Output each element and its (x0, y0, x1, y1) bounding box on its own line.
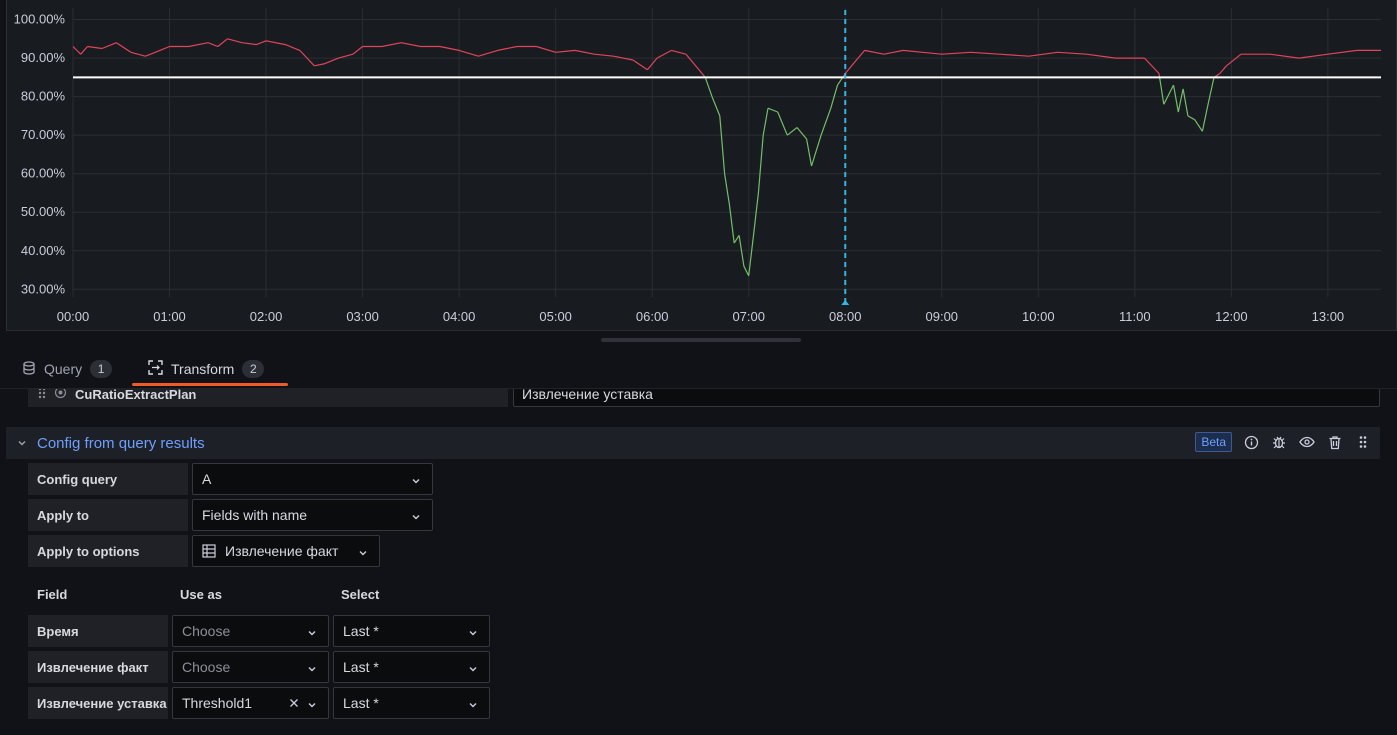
x-tick-label: 08:00 (829, 309, 862, 324)
tab-transform-count: 2 (242, 360, 265, 378)
chevron-down-icon (467, 626, 479, 642)
previous-mapping-row: CuRatioExtractPlan Извлечение уставка (28, 389, 1383, 407)
column-header-select: Select (341, 587, 380, 602)
transformation-title[interactable]: Config from query results (37, 434, 205, 452)
table-icon (202, 544, 216, 558)
chevron-down-icon (306, 662, 318, 678)
trash-icon[interactable] (1326, 433, 1344, 451)
x-tick-label: 07:00 (732, 309, 765, 324)
x-tick-label: 09:00 (926, 309, 959, 324)
tab-query-count: 1 (90, 360, 113, 378)
previous-field-name-cell: CuRatioExtractPlan (28, 389, 508, 407)
config-query-label: Config query (28, 463, 188, 495)
header-actions: Beta (1195, 432, 1372, 452)
y-tick-label: 100.00% (14, 12, 66, 27)
use-as-select[interactable]: Threshold1 (172, 687, 329, 719)
bug-icon[interactable] (1270, 433, 1288, 451)
tab-query-label: Query (44, 361, 83, 377)
mapping-row-field: Время (28, 615, 168, 647)
x-tick-label: 02:00 (250, 309, 283, 324)
use-as-select[interactable]: Choose (172, 615, 329, 647)
tab-query[interactable]: Query 1 (22, 349, 113, 389)
use-as-select[interactable]: Choose (172, 651, 329, 683)
active-tab-indicator (132, 383, 288, 386)
tab-transform[interactable]: Transform 2 (148, 349, 265, 389)
chevron-down-icon (410, 474, 422, 490)
reducer-select[interactable]: Last * (333, 651, 490, 683)
x-tick-label: 04:00 (443, 309, 476, 324)
apply-to-select[interactable]: Fields with name (192, 499, 433, 531)
apply-to-value: Fields with name (202, 507, 308, 523)
config-query-value: A (202, 471, 212, 487)
time-series-panel[interactable]: 30.00% 40.00% 50.00% 60.00% 70.00% 80.00% 90.0… (6, 0, 1397, 331)
mapping-row-field: Извлечение факт (28, 651, 168, 683)
apply-to-label: Apply to (28, 499, 188, 531)
column-header-use-as: Use as (180, 587, 222, 602)
reducer-value: Last * (343, 623, 379, 639)
series-line-above-threshold (72, 38, 1381, 78)
x-tick-label: 05:00 (539, 309, 572, 324)
column-header-field: Field (37, 587, 68, 602)
series-line-below-threshold (704, 77, 1215, 277)
previous-field-value-input[interactable]: Извлечение уставка (513, 389, 1380, 407)
y-tick-label: 70.00% (21, 127, 66, 142)
use-as-value: Threshold1 (182, 695, 253, 711)
x-tick-label: 11:00 (1119, 309, 1151, 324)
time-series-chart[interactable]: 30.00% 40.00% 50.00% 60.00% 70.00% 80.00% 90.0… (7, 0, 1397, 331)
tab-transform-label: Transform (171, 361, 235, 377)
reducer-select[interactable]: Last * (333, 687, 490, 719)
info-icon[interactable] (1242, 433, 1260, 451)
chevron-down-icon (306, 626, 318, 642)
reducer-value: Last * (343, 659, 379, 675)
database-icon (22, 360, 36, 378)
eye-icon[interactable] (1298, 433, 1316, 451)
chevron-down-icon[interactable] (16, 436, 28, 454)
transformation-header[interactable]: Config from query results Beta (6, 427, 1380, 459)
x-tick-label: 13:00 (1312, 309, 1345, 324)
x-tick-label: 12:00 (1215, 309, 1248, 324)
x-tick-label: 01:00 (153, 309, 186, 324)
x-tick-label: 00:00 (57, 309, 90, 324)
transform-editor: CuRatioExtractPlan Извлечение уставка Co… (0, 389, 1397, 735)
mapping-row-field: Извлечение уставка (28, 687, 168, 719)
y-tick-label: 60.00% (21, 166, 66, 181)
x-tick-label: 10:00 (1022, 309, 1055, 324)
apply-to-options-label: Apply to options (28, 535, 188, 567)
use-as-value: Choose (182, 623, 231, 639)
use-as-value: Choose (182, 659, 231, 675)
config-query-select[interactable]: A (192, 463, 433, 495)
transform-icon (148, 360, 163, 378)
drag-handle-icon[interactable] (38, 389, 46, 402)
apply-to-options-value: Извлечение факт (225, 543, 339, 559)
x-tick-label: 06:00 (636, 309, 669, 324)
chevron-down-icon (357, 546, 369, 562)
y-tick-label: 30.00% (21, 281, 66, 296)
eye-icon[interactable] (54, 389, 67, 402)
drag-handle-icon[interactable] (1354, 433, 1372, 451)
y-tick-label: 80.00% (21, 89, 66, 104)
y-tick-label: 50.00% (21, 204, 66, 219)
panel-resize-handle[interactable] (601, 338, 801, 342)
y-tick-label: 90.00% (21, 50, 66, 65)
chevron-down-icon (467, 698, 479, 714)
clear-icon[interactable] (288, 696, 300, 712)
chevron-down-icon (306, 698, 318, 714)
chevron-down-icon (410, 510, 422, 526)
reducer-select[interactable]: Last * (333, 615, 490, 647)
chevron-down-icon (467, 662, 479, 678)
cursor-marker-icon (841, 300, 850, 305)
reducer-value: Last * (343, 695, 379, 711)
apply-to-options-select[interactable]: Извлечение факт (192, 535, 380, 567)
y-tick-label: 40.00% (21, 243, 66, 258)
previous-field-name: CuRatioExtractPlan (75, 389, 197, 402)
editor-tabs: Query 1 Transform 2 (0, 349, 1397, 389)
x-tick-label: 03:00 (346, 309, 379, 324)
beta-badge: Beta (1195, 432, 1232, 452)
